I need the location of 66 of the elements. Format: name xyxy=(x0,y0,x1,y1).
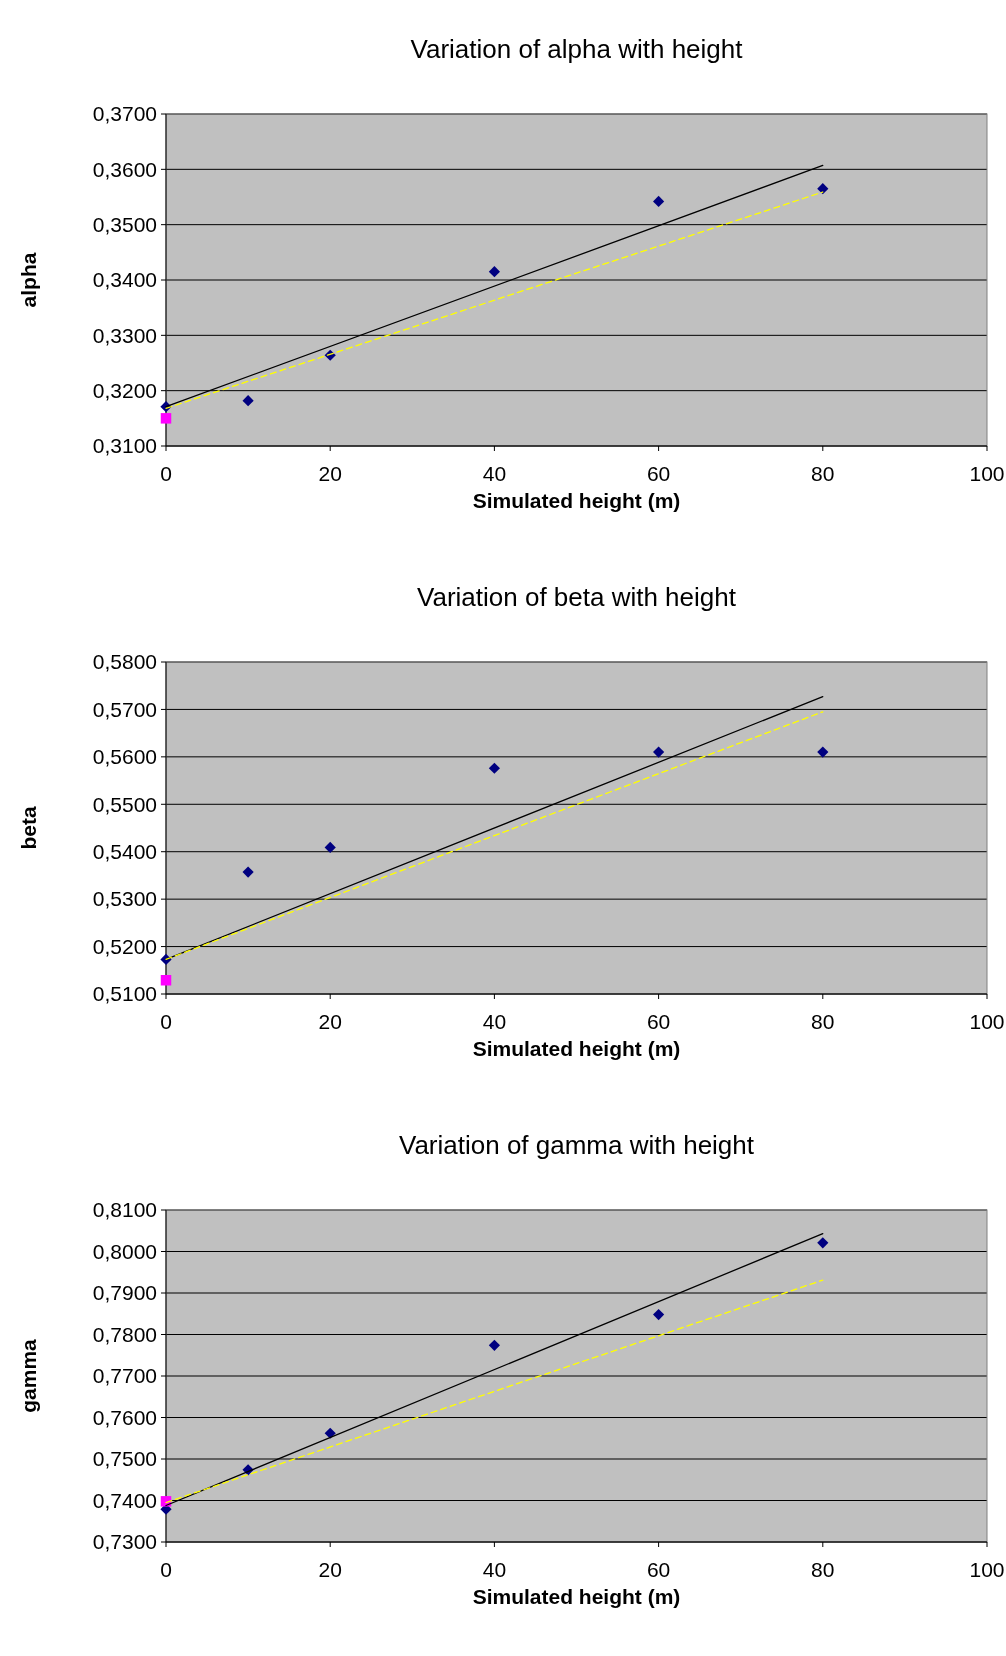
x-axis-title: Simulated height (m) xyxy=(472,489,681,513)
y-tick-label: 0,5600 xyxy=(92,745,157,769)
x-tick-label: 20 xyxy=(318,1010,342,1034)
y-tick-label: 0,8100 xyxy=(92,1198,157,1222)
chart-title: Variation of alpha with height xyxy=(410,34,744,64)
y-tick-label: 0,3600 xyxy=(92,157,157,181)
point xyxy=(653,746,665,758)
y-tick-label: 0,5500 xyxy=(92,792,157,816)
point xyxy=(160,975,172,986)
x-tick-label: 60 xyxy=(646,1558,671,1582)
point xyxy=(488,762,500,774)
point xyxy=(653,1308,665,1321)
point xyxy=(817,183,829,195)
point xyxy=(653,195,665,208)
x-tick-label: 40 xyxy=(482,1010,507,1034)
y-tick-label: 0,7400 xyxy=(92,1488,157,1512)
y-tick-label: 0,7900 xyxy=(92,1281,157,1305)
y-tick-label: 0,3200 xyxy=(92,379,157,403)
x-tick-label: 20 xyxy=(318,1558,342,1582)
y-tick-label: 0,3400 xyxy=(92,268,157,292)
chart-title: Variation of beta with height xyxy=(417,582,737,612)
y-tick-label: 0,7600 xyxy=(92,1405,157,1429)
x-tick-label: 0 xyxy=(160,1558,172,1582)
x-tick-label: 40 xyxy=(482,462,507,486)
x-tick-label: 0 xyxy=(160,1010,172,1034)
x-tick-label: 100 xyxy=(969,1558,1005,1582)
y-tick-label: 0,3300 xyxy=(92,323,157,347)
y-axis-title: gamma xyxy=(17,1338,40,1413)
x-tick-label: 0 xyxy=(160,462,172,486)
point xyxy=(242,866,254,878)
x-tick-label: 60 xyxy=(646,1010,671,1034)
y-tick-label: 0,5400 xyxy=(92,840,157,864)
x-tick-label: 80 xyxy=(811,1558,835,1582)
y-axis-title: alpha xyxy=(17,252,40,308)
y-tick-label: 0,7500 xyxy=(92,1447,157,1471)
x-tick-label: 80 xyxy=(811,1010,835,1034)
y-tick-label: 0,7800 xyxy=(92,1322,157,1346)
x-axis-title: Simulated height (m) xyxy=(472,1037,681,1061)
y-tick-label: 0,5800 xyxy=(92,650,157,674)
point xyxy=(324,1427,336,1439)
point xyxy=(488,1339,500,1351)
y-tick-label: 0,3100 xyxy=(92,434,157,458)
y-tick-label: 0,7700 xyxy=(92,1364,157,1388)
x-tick-label: 100 xyxy=(969,462,1005,486)
y-tick-label: 0,3700 xyxy=(92,102,157,126)
x-tick-label: 60 xyxy=(646,462,671,486)
y-tick-label: 0,8000 xyxy=(92,1239,157,1263)
y-tick-label: 0,5100 xyxy=(92,982,157,1006)
point xyxy=(817,746,829,758)
x-tick-label: 100 xyxy=(969,1010,1005,1034)
x-tick-label: 80 xyxy=(811,462,835,486)
point xyxy=(817,1237,829,1249)
x-tick-label: 40 xyxy=(482,1558,507,1582)
point xyxy=(324,841,336,854)
chart-title: Variation of gamma with height xyxy=(398,1130,755,1160)
point xyxy=(242,395,254,407)
y-tick-label: 0,5700 xyxy=(92,697,157,721)
y-tick-label: 0,5200 xyxy=(92,934,157,958)
x-axis-title: Simulated height (m) xyxy=(472,1585,681,1609)
y-axis-title: beta xyxy=(17,806,40,850)
y-tick-label: 0,7300 xyxy=(92,1530,157,1554)
y-tick-label: 0,5300 xyxy=(92,887,157,911)
y-tick-label: 0,3500 xyxy=(92,213,157,237)
point xyxy=(488,266,500,278)
point xyxy=(160,413,172,424)
x-tick-label: 20 xyxy=(318,462,342,486)
